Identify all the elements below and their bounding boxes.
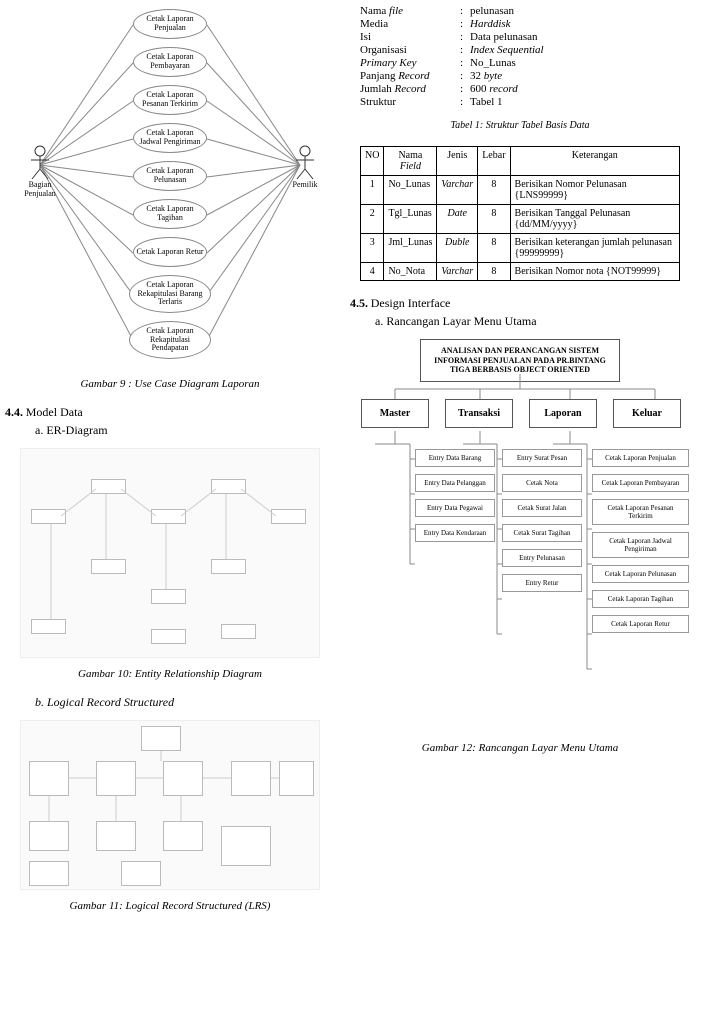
sec45-num: 4.5. <box>350 296 368 311</box>
menu-trans-1: Cetak Nota <box>502 474 582 492</box>
usecase-7: Cetak Laporan Rekapitulasi Barang Terlar… <box>129 275 211 313</box>
actor-left: Bagian Penjualan <box>15 145 65 198</box>
th-ket: Keterangan <box>510 147 679 176</box>
menu-master-0: Entry Data Barang <box>415 449 495 467</box>
spec-label-6: Jumlah Record <box>360 83 460 95</box>
table-row: 3 Jml_Lunas Duble 8 Berisikan keterangan… <box>361 234 680 263</box>
menu-title: ANALISAN DAN PERANCANGAN SISTEM INFORMAS… <box>420 339 620 382</box>
usecase-diagram: Bagian Penjualan Pemilik Cetak Laporan P… <box>15 5 325 370</box>
spec-label-1: Media <box>360 18 460 30</box>
spec-label-3: Organisasi <box>360 44 460 56</box>
er-caption: Gambar 10: Entity Relationship Diagram <box>5 668 335 680</box>
sec45-a: a. Rancangan Layar Menu Utama <box>375 314 695 329</box>
sec44-num: 4.4. <box>5 405 23 420</box>
sec44-a: a. ER-Diagram <box>35 423 335 438</box>
usecase-0: Cetak Laporan Penjualan <box>133 9 207 39</box>
spec-label-2: Isi <box>360 31 460 43</box>
menu-master-3: Entry Data Kendaraan <box>415 524 495 542</box>
menu-trans-3: Cetak Surat Tagihan <box>502 524 582 542</box>
menu-lap-2: Cetak Laporan Pesanan Terkirim <box>592 499 689 525</box>
menu-lap-0: Cetak Laporan Penjualan <box>592 449 689 467</box>
th-lebar: Lebar <box>478 147 510 176</box>
spec-label-0: Nama file <box>360 5 460 17</box>
spec-val-7: Tabel 1 <box>470 96 695 108</box>
menu-main-0: Master <box>361 399 429 428</box>
spec-val-6: 600 record <box>470 83 695 95</box>
usecase-2: Cetak Laporan Pesanan Terkirim <box>133 85 207 115</box>
spec-val-5: 32 byte <box>470 70 695 82</box>
usecase-3: Cetak Laporan Jadwal Pengiriman <box>133 123 207 153</box>
menu-trans-2: Cetak Surat Jalan <box>502 499 582 517</box>
menu-trans-4: Entry Pelunasan <box>502 549 582 567</box>
sec45-title: Design Interface <box>371 296 451 310</box>
menu-lap-3: Cetak Laporan Jadwal Pengiriman <box>592 532 689 558</box>
table-row: 2 Tgl_Lunas Date 8 Berisikan Tanggal Pel… <box>361 205 680 234</box>
lrs-caption: Gambar 11: Logical Record Structured (LR… <box>5 900 335 912</box>
th-no: NO <box>361 147 384 176</box>
menu-lap-5: Cetak Laporan Tagihan <box>592 590 689 608</box>
sec44-title: Model Data <box>26 405 83 419</box>
spec-val-4: No_Lunas <box>470 57 695 69</box>
er-diagram <box>20 448 320 658</box>
spec-label-5: Panjang Record <box>360 70 460 82</box>
menu-trans-0: Entry Surat Pesan <box>502 449 582 467</box>
spec-label-7: Struktur <box>360 96 460 108</box>
usecase-6: Cetak Laporan Retur <box>133 237 207 267</box>
sec44-b: b. Logical Record Structured <box>35 695 335 710</box>
table-row: 4 No_Nota Varchar 8 Berisikan Nomor nota… <box>361 263 680 281</box>
menu-tree: ANALISAN DAN PERANCANGAN SISTEM INFORMAS… <box>355 339 685 769</box>
menu-lap-4: Cetak Laporan Pelunasan <box>592 565 689 583</box>
actor-right: Pemilik <box>285 145 325 189</box>
usecase-caption: Gambar 9 : Use Case Diagram Laporan <box>5 378 335 390</box>
file-spec: Nama file:pelunasan Media:Harddisk Isi:D… <box>360 5 695 108</box>
usecase-1: Cetak Laporan Pembayaran <box>133 47 207 77</box>
menu-lap-6: Cetak Laporan Retur <box>592 615 689 633</box>
spec-val-0: pelunasan <box>470 5 695 17</box>
menu-caption: Gambar 12: Rancangan Layar Menu Utama <box>355 742 685 754</box>
lrs-diagram <box>20 720 320 890</box>
menu-main-2: Laporan <box>529 399 597 428</box>
usecase-8: Cetak Laporan Rekapitulasi Pendapatan <box>129 321 211 359</box>
menu-trans-5: Entry Retur <box>502 574 582 592</box>
actor-right-label: Pemilik <box>293 180 318 189</box>
table-caption: Tabel 1: Struktur Tabel Basis Data <box>345 120 695 131</box>
usecase-5: Cetak Laporan Tagihan <box>133 199 207 229</box>
struct-table: NO NamaField Jenis Lebar Keterangan 1 No… <box>360 146 680 281</box>
spec-label-4: Primary Key <box>360 57 460 69</box>
th-nama: NamaField <box>384 147 437 176</box>
menu-master-1: Entry Data Pelanggan <box>415 474 495 492</box>
usecase-4: Cetak Laporan Pelunasan <box>133 161 207 191</box>
menu-lap-1: Cetak Laporan Pembayaran <box>592 474 689 492</box>
actor-left-label: Bagian Penjualan <box>24 180 56 198</box>
spec-val-3: Index Sequential <box>470 44 695 56</box>
th-jenis: Jenis <box>437 147 478 176</box>
spec-val-2: Data pelunasan <box>470 31 695 43</box>
menu-main-3: Keluar <box>613 399 681 428</box>
table-row: 1 No_Lunas Varchar 8 Berisikan Nomor Pel… <box>361 176 680 205</box>
menu-main-1: Transaksi <box>445 399 513 428</box>
spec-val-1: Harddisk <box>470 18 695 30</box>
menu-master-2: Entry Data Pegawai <box>415 499 495 517</box>
